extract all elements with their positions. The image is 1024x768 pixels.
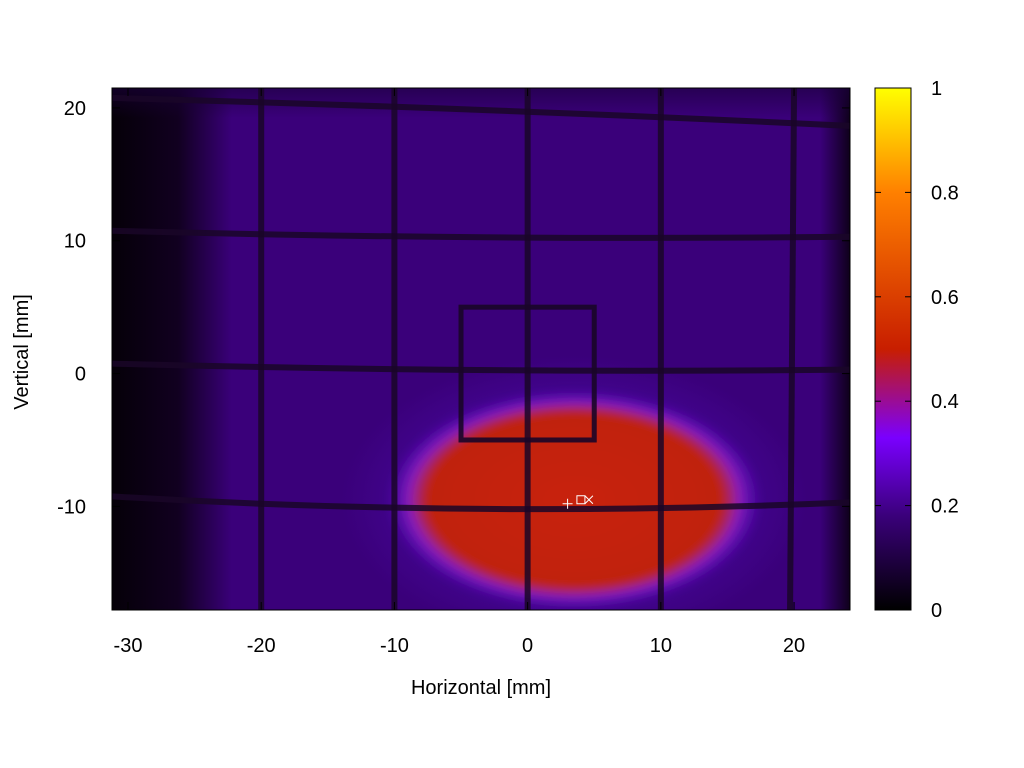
x-tick-label: -30 [114,635,143,657]
grid-wire-vertical [787,88,798,610]
plot-frame [111,87,851,611]
y-tick-label: 0 [75,364,86,386]
x-axis-label: Horizontal [mm] [411,677,551,699]
grid-wire-horizontal [112,360,850,374]
heatmap-left-shadow [112,88,232,610]
marker-x [584,495,594,505]
x-tick-label: 20 [783,635,805,657]
heatmap-right-shadow [820,88,850,610]
colorbar-tick-label: 0.8 [931,182,959,204]
x-tick-label: -10 [380,635,409,657]
y-axis-label: Vertical [mm] [11,294,33,410]
x-tick-label: 0 [522,635,533,657]
x-tick-label: -20 [247,635,276,657]
marker-plus [562,498,573,509]
plot-area [112,88,850,610]
colorbar-gradient [874,87,912,611]
wire-grid [112,88,850,610]
y-tick-label: 20 [64,98,86,120]
colorbar: 0 0.2 0.4 0.6 0.8 1 [874,78,959,622]
grid-wire-horizontal [112,493,850,513]
beam-spot [387,390,762,610]
square-outline [458,304,597,443]
colorbar-tick-label: 0.4 [931,391,959,413]
axes: -30 -20 -10 0 10 20 -10 0 10 20 [57,88,850,657]
marker-square [576,495,586,505]
colorbar-tick-label: 0 [931,600,942,622]
grid-wire-horizontal [112,227,850,241]
colorbar-tick-label: 0.6 [931,287,959,309]
y-tick-label: -10 [57,496,86,518]
colorbar-tick-label: 0.2 [931,496,959,518]
colorbar-tick-label: 1 [931,78,942,100]
colorbar-ticks: 0 0.2 0.4 0.6 0.8 1 [875,78,959,622]
y-tick-label: 10 [64,231,86,253]
x-tick-label: 10 [650,635,672,657]
grid-wire-horizontal [112,94,850,129]
